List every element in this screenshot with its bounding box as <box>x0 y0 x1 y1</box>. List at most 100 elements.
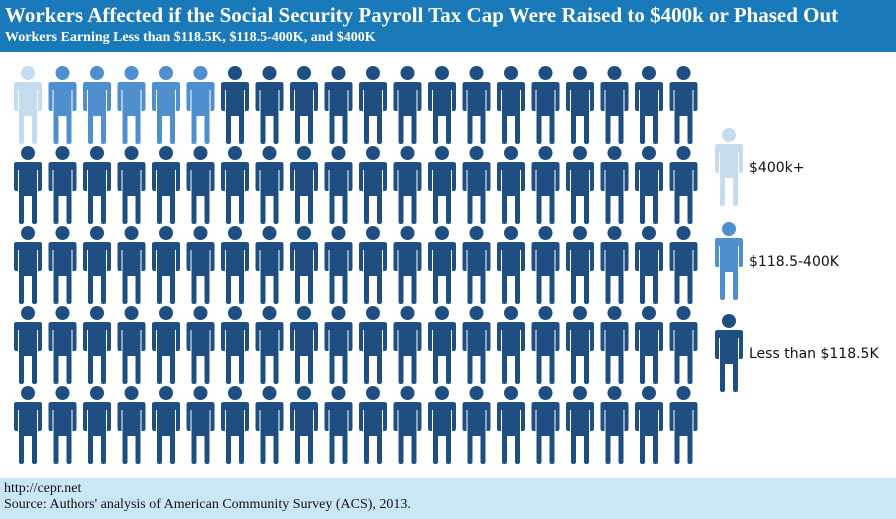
person-icon <box>117 306 146 384</box>
person-icon <box>566 66 594 144</box>
person-icon <box>669 146 698 224</box>
person-icon <box>497 306 525 384</box>
person-icon <box>715 128 743 206</box>
person-icon <box>14 226 42 304</box>
person-icon <box>186 146 215 224</box>
person-icon <box>14 306 42 384</box>
chart-subtitle: Workers Earning Less than $118.5K, $118.… <box>5 30 376 45</box>
person-icon <box>359 386 387 464</box>
person-icon <box>255 226 284 304</box>
person-icon <box>497 146 525 224</box>
person-icon <box>715 222 743 300</box>
person-icon <box>359 146 387 224</box>
person-icon <box>117 66 146 144</box>
source-note: Source: Authors' analysis of American Co… <box>4 497 411 512</box>
person-icon <box>117 386 146 464</box>
person-icon <box>566 226 594 304</box>
person-icon <box>428 66 456 144</box>
person-icon <box>635 66 663 144</box>
person-icon <box>462 306 491 384</box>
person-icon <box>152 226 180 304</box>
person-icon <box>255 306 284 384</box>
person-icon <box>393 306 422 384</box>
chart-header: Workers Affected if the Social Security … <box>0 0 896 52</box>
person-icon <box>14 386 42 464</box>
person-icon <box>221 66 249 144</box>
person-icon <box>14 146 42 224</box>
legend-item-400k-plus: $400k+ <box>712 128 896 208</box>
person-icon <box>255 146 284 224</box>
person-icon <box>48 386 77 464</box>
person-icon <box>462 66 491 144</box>
legend-label: Less than $118.5K <box>749 346 879 362</box>
legend-label: $400k+ <box>749 160 805 176</box>
person-icon <box>324 306 353 384</box>
person-icon <box>186 226 215 304</box>
person-icon <box>462 146 491 224</box>
person-icon <box>290 226 318 304</box>
person-icon <box>290 66 318 144</box>
person-icon <box>600 146 629 224</box>
chart-footer: http://cepr.net Source: Authors' analysi… <box>0 478 896 519</box>
person-icon <box>566 146 594 224</box>
person-icon <box>221 146 249 224</box>
person-icon <box>669 306 698 384</box>
person-icon <box>497 386 525 464</box>
person-icon <box>635 146 663 224</box>
person-icon <box>152 146 180 224</box>
person-icon <box>324 146 353 224</box>
person-icon <box>186 66 215 144</box>
person-icon <box>255 66 284 144</box>
person-icon <box>531 306 560 384</box>
person-icon <box>290 306 318 384</box>
legend-item-less-118k: Less than $118.5K <box>712 314 896 394</box>
person-icon <box>117 146 146 224</box>
person-icon <box>290 386 318 464</box>
person-icon <box>359 226 387 304</box>
person-icon <box>117 226 146 304</box>
legend-item-118-400k: $118.5-400K <box>712 222 896 302</box>
person-icon <box>255 386 284 464</box>
person-icon <box>428 306 456 384</box>
chart-legend: $400k+ $118.5-400K Less than $118.5K <box>712 128 896 408</box>
person-icon <box>566 386 594 464</box>
person-icon <box>48 146 77 224</box>
person-icon <box>221 386 249 464</box>
person-icon <box>393 386 422 464</box>
person-icon <box>48 306 77 384</box>
person-icon <box>48 66 77 144</box>
person-icon <box>359 306 387 384</box>
person-icon <box>83 386 111 464</box>
person-icon <box>600 306 629 384</box>
person-icon <box>14 66 42 144</box>
person-icon <box>566 306 594 384</box>
person-icon <box>186 386 215 464</box>
person-icon <box>428 386 456 464</box>
source-url: http://cepr.net <box>4 481 82 496</box>
person-icon <box>635 386 663 464</box>
person-icon <box>152 386 180 464</box>
person-icon <box>393 146 422 224</box>
person-icon <box>393 226 422 304</box>
pictograph-grid <box>14 66 698 464</box>
person-icon <box>324 66 353 144</box>
person-icon <box>83 66 111 144</box>
person-icon <box>83 146 111 224</box>
person-icon <box>221 306 249 384</box>
person-icon <box>152 66 180 144</box>
person-icon <box>497 66 525 144</box>
person-icon <box>600 386 629 464</box>
person-icon <box>462 226 491 304</box>
person-icon <box>83 226 111 304</box>
person-icon <box>152 306 180 384</box>
person-icon <box>324 226 353 304</box>
person-icon <box>497 226 525 304</box>
legend-label: $118.5-400K <box>749 254 839 270</box>
chart-title: Workers Affected if the Social Security … <box>5 3 839 27</box>
person-icon <box>531 146 560 224</box>
person-icon <box>186 306 215 384</box>
person-icon <box>635 306 663 384</box>
person-icon <box>290 146 318 224</box>
person-icon <box>83 306 111 384</box>
person-icon <box>428 226 456 304</box>
